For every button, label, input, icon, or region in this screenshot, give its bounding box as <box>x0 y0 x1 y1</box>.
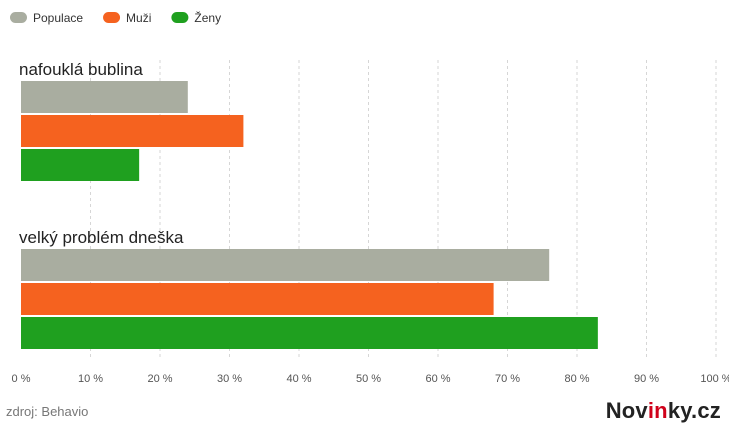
source-note: zdroj: Behavio <box>6 404 89 419</box>
x-tick-label-50: 50 % <box>356 373 381 385</box>
x-tick-label-10: 10 % <box>78 373 103 385</box>
x-tick-label-90: 90 % <box>634 373 659 385</box>
x-tick-label-20: 20 % <box>147 373 172 385</box>
group-label-velky-problem-dneska: velký problém dneška <box>19 228 184 247</box>
legend-swatch-muzi <box>103 12 121 23</box>
brand-prefix: Nov <box>605 398 648 423</box>
bar-chart: Populace Muži Ženy nafouklá bublina velký pr… <box>10 10 729 385</box>
bar-zeny-velky-problem-dneska <box>21 317 598 349</box>
bar-muzi-velky-problem-dneska <box>21 283 494 315</box>
legend-label-populace: Populace <box>33 11 83 25</box>
x-tick-label-0: 0 % <box>12 373 31 385</box>
x-tick-label-70: 70 % <box>495 373 520 385</box>
x-tick-label-100: 100 % <box>700 373 729 385</box>
bar-muzi-nafoukla-bublina <box>21 115 244 147</box>
brand-highlight: in <box>647 398 668 423</box>
group-label-nafoukla-bublina: nafouklá bublina <box>19 60 143 79</box>
x-tick-label-80: 80 % <box>564 373 589 385</box>
legend-swatch-populace <box>10 12 27 23</box>
bar-zeny-nafoukla-bublina <box>21 149 140 181</box>
bar-populace-nafoukla-bublina <box>21 81 188 113</box>
x-tick-label-30: 30 % <box>217 373 242 385</box>
legend-label-zeny: Ženy <box>194 10 221 25</box>
x-tick-label-40: 40 % <box>286 373 311 385</box>
legend-swatch-zeny <box>171 12 189 23</box>
x-tick-label-60: 60 % <box>425 373 450 385</box>
brand-logo: Novinky.cz <box>606 398 721 424</box>
bar-populace-velky-problem-dneska <box>21 249 550 281</box>
brand-suffix: ky.cz <box>667 398 721 423</box>
legend-label-muzi: Muži <box>126 11 151 25</box>
